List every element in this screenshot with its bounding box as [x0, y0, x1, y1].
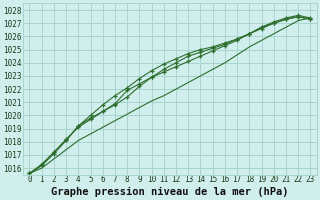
- X-axis label: Graphe pression niveau de la mer (hPa): Graphe pression niveau de la mer (hPa): [51, 186, 289, 197]
